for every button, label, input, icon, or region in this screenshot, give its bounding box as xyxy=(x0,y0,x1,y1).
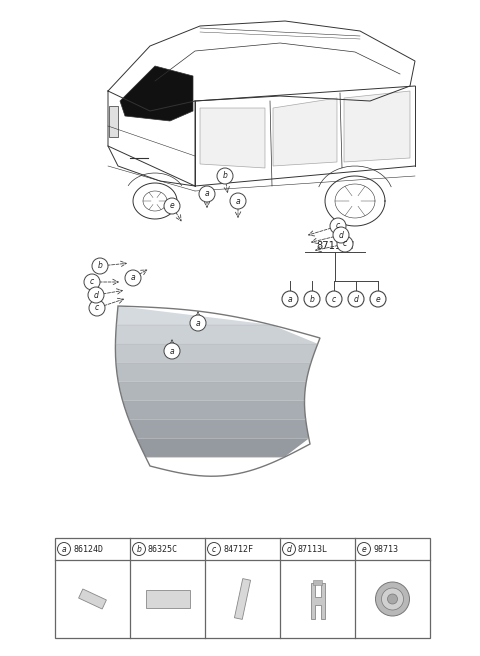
Text: d: d xyxy=(338,230,343,239)
Text: b: b xyxy=(223,171,228,180)
Polygon shape xyxy=(129,419,309,438)
Circle shape xyxy=(304,291,320,307)
Circle shape xyxy=(58,543,71,556)
Circle shape xyxy=(333,227,349,243)
Text: a: a xyxy=(196,319,200,327)
Text: a: a xyxy=(170,346,174,356)
Text: a: a xyxy=(62,544,66,554)
Text: 86124D: 86124D xyxy=(73,544,103,554)
Polygon shape xyxy=(311,583,324,619)
Circle shape xyxy=(382,588,404,610)
Circle shape xyxy=(358,543,371,556)
Polygon shape xyxy=(116,325,318,344)
Polygon shape xyxy=(145,590,190,608)
Circle shape xyxy=(348,291,364,307)
Circle shape xyxy=(84,274,100,290)
Circle shape xyxy=(88,287,104,303)
Circle shape xyxy=(217,168,233,184)
Polygon shape xyxy=(344,91,410,162)
Polygon shape xyxy=(122,401,306,419)
Circle shape xyxy=(199,186,215,202)
Polygon shape xyxy=(234,579,251,619)
Circle shape xyxy=(164,343,180,359)
Circle shape xyxy=(330,218,346,234)
Polygon shape xyxy=(273,98,337,166)
Text: a: a xyxy=(288,295,292,304)
FancyBboxPatch shape xyxy=(108,106,118,136)
Circle shape xyxy=(125,270,141,286)
Circle shape xyxy=(230,193,246,209)
Text: c: c xyxy=(336,222,340,230)
Circle shape xyxy=(283,543,296,556)
Circle shape xyxy=(92,258,108,274)
Circle shape xyxy=(370,291,386,307)
FancyBboxPatch shape xyxy=(313,580,322,585)
Circle shape xyxy=(89,300,105,316)
Polygon shape xyxy=(116,344,318,363)
Text: 86325C: 86325C xyxy=(148,544,178,554)
Circle shape xyxy=(326,291,342,307)
Circle shape xyxy=(164,198,180,214)
Text: 84712F: 84712F xyxy=(223,544,253,554)
Text: c: c xyxy=(343,239,347,249)
Text: d: d xyxy=(287,544,291,554)
Polygon shape xyxy=(79,589,107,609)
Text: c: c xyxy=(90,277,94,287)
Circle shape xyxy=(282,291,298,307)
Circle shape xyxy=(375,582,409,616)
Polygon shape xyxy=(137,438,309,457)
Text: a: a xyxy=(236,197,240,205)
Text: b: b xyxy=(310,295,314,304)
Circle shape xyxy=(207,543,220,556)
Text: 98713: 98713 xyxy=(373,544,398,554)
Circle shape xyxy=(337,236,353,252)
FancyBboxPatch shape xyxy=(55,538,430,638)
Text: 87113L: 87113L xyxy=(298,544,328,554)
Text: e: e xyxy=(361,544,366,554)
Polygon shape xyxy=(118,382,306,401)
Text: c: c xyxy=(332,295,336,304)
Text: c: c xyxy=(95,304,99,312)
Text: 87111W: 87111W xyxy=(316,241,354,251)
Circle shape xyxy=(387,594,397,604)
Text: a: a xyxy=(204,190,209,199)
Text: c: c xyxy=(212,544,216,554)
Text: d: d xyxy=(354,295,359,304)
Text: d: d xyxy=(94,291,98,300)
Circle shape xyxy=(132,543,145,556)
Circle shape xyxy=(190,315,206,331)
Text: a: a xyxy=(131,274,135,283)
Polygon shape xyxy=(120,66,193,121)
Polygon shape xyxy=(116,306,272,325)
Polygon shape xyxy=(116,363,311,382)
Text: b: b xyxy=(97,262,102,270)
Text: e: e xyxy=(169,201,174,211)
Text: e: e xyxy=(376,295,380,304)
Text: b: b xyxy=(137,544,142,554)
Polygon shape xyxy=(200,108,265,168)
